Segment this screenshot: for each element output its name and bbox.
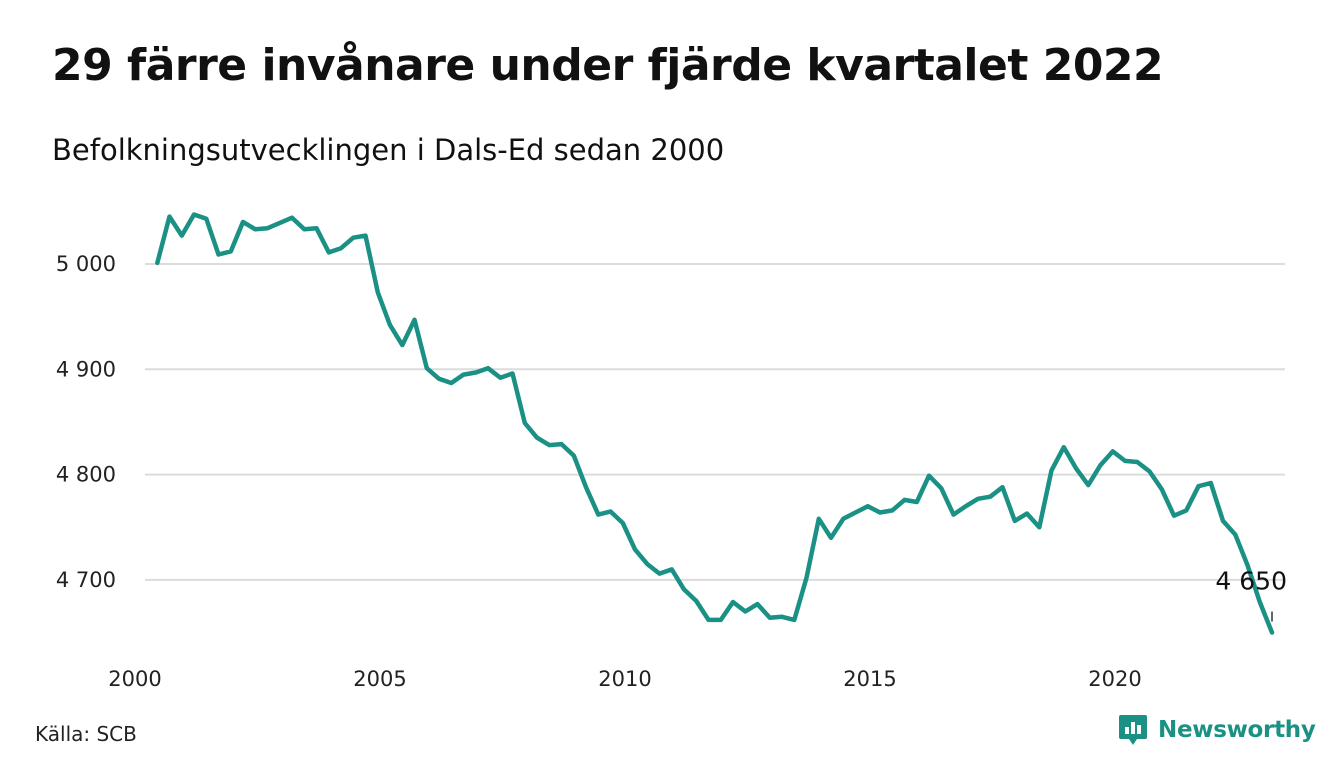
brand-name: Newsworthy xyxy=(1158,717,1316,743)
newsworthy-logo-icon xyxy=(1119,715,1147,745)
source-label: Källa: SCB xyxy=(35,722,137,746)
x-tick-label: 2000 xyxy=(108,667,161,691)
annotation-label: 4 650 xyxy=(1215,567,1287,596)
brand-logo: Newsworthy xyxy=(1118,713,1316,747)
y-tick-label: 5 000 xyxy=(56,252,116,276)
y-tick-label: 4 800 xyxy=(56,463,116,487)
x-tick-label: 2010 xyxy=(598,667,651,691)
x-tick-label: 2015 xyxy=(843,667,896,691)
chart-title: 29 färre invånare under fjärde kvartalet… xyxy=(52,40,1164,91)
chart-subtitle: Befolkningsutvecklingen i Dals-Ed sedan … xyxy=(52,133,725,167)
x-tick-label: 2005 xyxy=(353,667,406,691)
series-line xyxy=(155,212,1275,635)
x-tick-label: 2020 xyxy=(1088,667,1141,691)
y-tick-label: 4 700 xyxy=(56,568,116,592)
y-tick-label: 4 900 xyxy=(56,357,116,381)
